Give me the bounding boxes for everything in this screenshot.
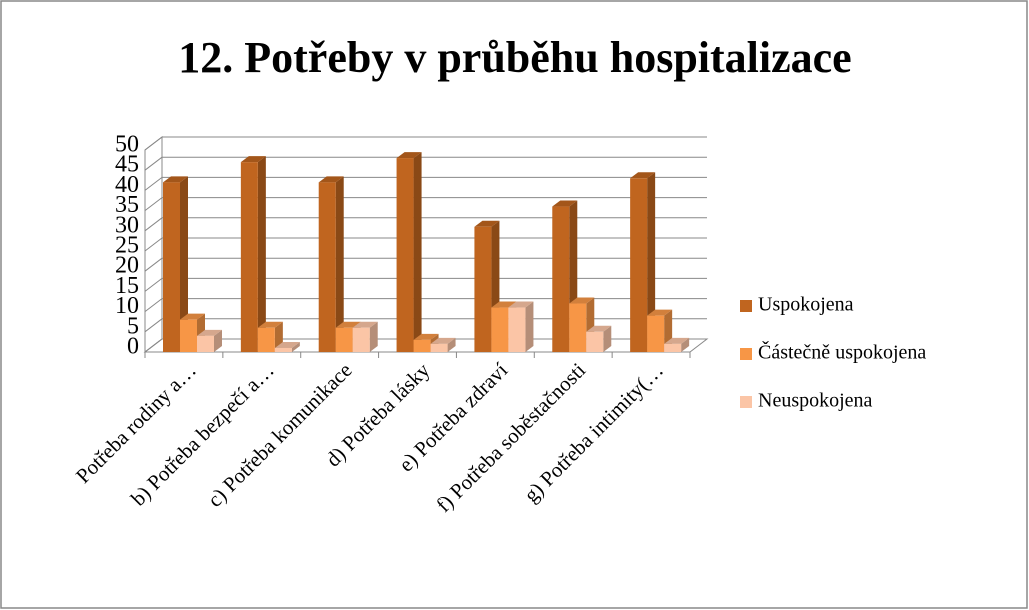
bar — [430, 343, 448, 352]
y-tick-label: 25 — [115, 233, 139, 259]
bar-top — [180, 313, 205, 320]
y-tick-label: 30 — [115, 212, 139, 238]
y-tick-label: 40 — [115, 172, 139, 198]
bar-side — [447, 337, 456, 352]
bar — [474, 226, 492, 352]
bar-side — [257, 156, 266, 352]
y-tick-label: 45 — [115, 152, 139, 178]
y-tick-label: 0 — [127, 334, 139, 360]
grid-line-side — [144, 136, 163, 151]
bar — [197, 335, 214, 352]
bar — [396, 158, 414, 352]
bar-side — [413, 152, 422, 352]
bar — [586, 331, 604, 352]
bar — [318, 182, 336, 352]
bar-top — [664, 337, 690, 344]
legend-label: Částečně uspokojena — [758, 340, 926, 364]
bar-top — [430, 337, 456, 344]
bar-top — [552, 200, 578, 207]
bar-top — [240, 156, 266, 163]
bar-top — [352, 321, 378, 328]
grid-line-side — [144, 278, 163, 292]
y-tick-label: 10 — [115, 293, 139, 319]
grid-line-side — [144, 197, 163, 211]
bar — [552, 206, 570, 352]
grid-line-side — [144, 237, 163, 252]
grid-line-side — [144, 217, 163, 232]
bar-top — [274, 341, 300, 348]
bar-top — [474, 220, 500, 227]
bar — [257, 327, 275, 352]
grid-line-side — [144, 318, 163, 333]
bar-side — [603, 325, 612, 352]
bar-top — [318, 176, 344, 183]
bar-top — [335, 321, 361, 328]
bar — [630, 178, 648, 352]
bar-side — [335, 176, 344, 352]
grid-line-side — [144, 156, 163, 171]
bar-top — [491, 301, 517, 308]
grid-line-side — [144, 257, 163, 272]
bar-top — [508, 301, 534, 308]
bar — [335, 327, 353, 352]
bar-top — [413, 333, 439, 340]
bar-side — [647, 172, 656, 352]
bar — [569, 303, 587, 352]
bar-side — [369, 321, 378, 352]
legend-swatch — [740, 300, 752, 312]
bar-side — [180, 176, 188, 352]
bar-side — [681, 337, 690, 352]
bar-top — [586, 325, 612, 332]
bar-side — [291, 341, 300, 352]
bar-top — [163, 176, 188, 183]
legend-label: Uspokojena — [758, 294, 854, 316]
grid-line-side — [144, 177, 163, 191]
bar-top — [197, 329, 222, 336]
bar-top — [569, 297, 595, 304]
bar — [664, 343, 682, 352]
grid-line-side — [144, 298, 163, 312]
bar-top — [647, 309, 673, 316]
bar — [163, 182, 180, 352]
legend-swatch — [740, 396, 752, 408]
y-tick-label: 5 — [127, 313, 139, 339]
bar — [352, 327, 370, 352]
bar — [180, 319, 197, 352]
grid-line-side — [144, 338, 163, 353]
bar — [647, 315, 665, 352]
bar — [240, 162, 258, 352]
bar — [274, 347, 292, 352]
y-tick-label: 15 — [115, 273, 139, 299]
legend-swatch — [740, 348, 752, 360]
y-tick-label: 35 — [115, 192, 139, 218]
bar-side — [214, 329, 222, 352]
bar — [413, 339, 431, 352]
y-tick-label: 50 — [115, 132, 139, 158]
bar — [491, 307, 509, 352]
bar-top — [257, 321, 283, 328]
bar-top — [630, 172, 656, 179]
bar — [508, 307, 526, 352]
legend-label: Neuspokojena — [758, 390, 873, 412]
bar-side — [525, 301, 534, 352]
bar-top — [396, 152, 422, 159]
y-tick-label: 20 — [115, 253, 139, 279]
chart-title: 12. Potřeby v průběhu hospitalizace — [178, 33, 851, 82]
